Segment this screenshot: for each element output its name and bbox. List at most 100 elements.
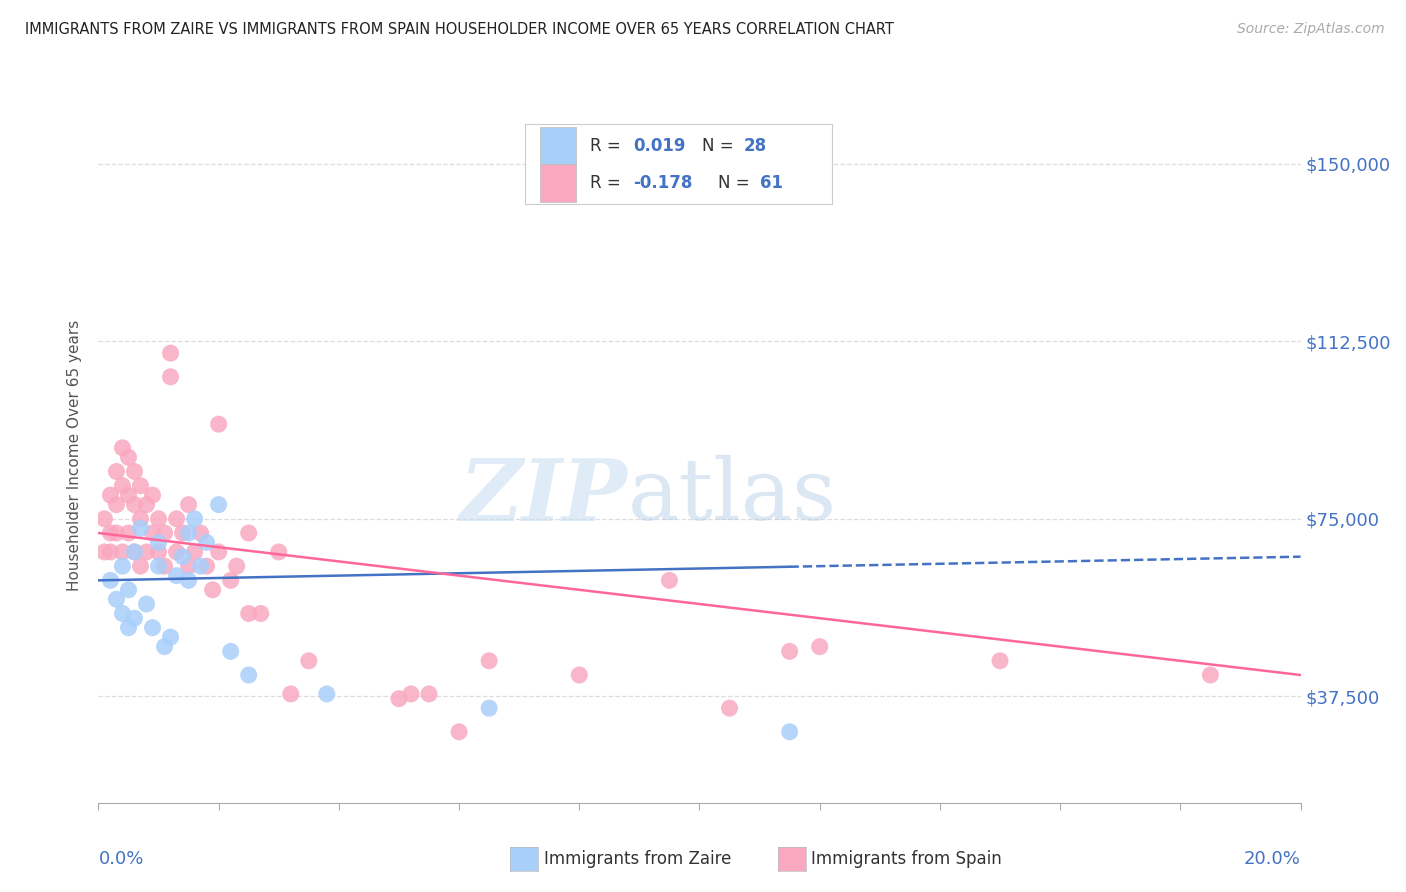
Text: R =: R = [591,137,626,155]
Point [153,559,176,574]
Y-axis label: Householder Income Over 65 years: Householder Income Over 65 years [67,319,83,591]
Point [148,559,170,574]
Point [117,526,139,541]
Text: N =: N = [717,174,755,192]
Point [117,488,139,502]
Point [124,545,146,559]
Text: R =: R = [591,174,626,192]
Point [195,559,218,574]
Point [718,701,741,715]
Point [315,687,337,701]
Point [478,654,501,668]
Point [988,654,1011,668]
Text: 28: 28 [744,137,768,155]
Point [190,559,212,574]
Point [478,701,501,715]
Point [153,526,176,541]
Point [111,607,134,621]
Point [141,526,163,541]
Text: 61: 61 [759,174,783,192]
Point [238,668,260,682]
Point [105,592,128,607]
Point [219,644,242,658]
Point [148,535,170,549]
Point [111,559,134,574]
Point [249,607,271,621]
Point [159,630,181,644]
Point [177,526,200,541]
Point [238,526,260,541]
Text: ZIP: ZIP [460,455,627,539]
Point [172,526,194,541]
Text: -0.178: -0.178 [633,174,693,192]
Point [267,545,290,559]
Point [779,724,801,739]
Point [238,607,260,621]
Point [183,512,205,526]
Point [190,526,212,541]
Point [219,574,242,588]
Point [195,535,218,549]
Point [159,346,181,360]
Point [111,545,134,559]
FancyBboxPatch shape [526,124,832,204]
Text: Immigrants from Zaire: Immigrants from Zaire [544,850,731,868]
Point [148,545,170,559]
Point [183,545,205,559]
Text: IMMIGRANTS FROM ZAIRE VS IMMIGRANTS FROM SPAIN HOUSEHOLDER INCOME OVER 65 YEARS : IMMIGRANTS FROM ZAIRE VS IMMIGRANTS FROM… [25,22,894,37]
Bar [540,164,575,202]
Point [568,668,591,682]
Point [105,526,128,541]
Point [135,498,157,512]
Point [166,512,188,526]
Text: 20.0%: 20.0% [1244,850,1301,868]
Point [208,498,231,512]
Point [658,574,681,588]
Bar [540,127,575,165]
Point [298,654,321,668]
Text: Source: ZipAtlas.com: Source: ZipAtlas.com [1237,22,1385,37]
Text: atlas: atlas [627,455,837,538]
Point [124,498,146,512]
Point [177,498,200,512]
Point [177,559,200,574]
Point [111,478,134,492]
Point [388,691,411,706]
Point [166,545,188,559]
Text: 0.0%: 0.0% [98,850,143,868]
Point [447,724,470,739]
Point [148,512,170,526]
Text: 0.019: 0.019 [633,137,686,155]
Point [129,521,152,535]
Point [418,687,440,701]
Point [208,545,231,559]
Point [141,621,163,635]
Point [280,687,302,701]
Point [93,512,115,526]
Text: N =: N = [702,137,738,155]
Point [135,545,157,559]
Point [129,559,152,574]
Point [172,549,194,564]
Point [1199,668,1222,682]
Point [141,488,163,502]
Point [153,640,176,654]
Point [105,498,128,512]
Point [117,621,139,635]
Point [166,568,188,582]
Point [124,611,146,625]
Point [129,478,152,492]
Point [105,465,128,479]
Point [225,559,247,574]
Point [111,441,134,455]
Point [117,450,139,465]
Point [135,597,157,611]
Point [100,574,122,588]
Point [117,582,139,597]
Point [100,488,122,502]
Point [159,369,181,384]
Point [177,574,200,588]
Point [129,512,152,526]
Point [124,465,146,479]
Point [100,545,122,559]
